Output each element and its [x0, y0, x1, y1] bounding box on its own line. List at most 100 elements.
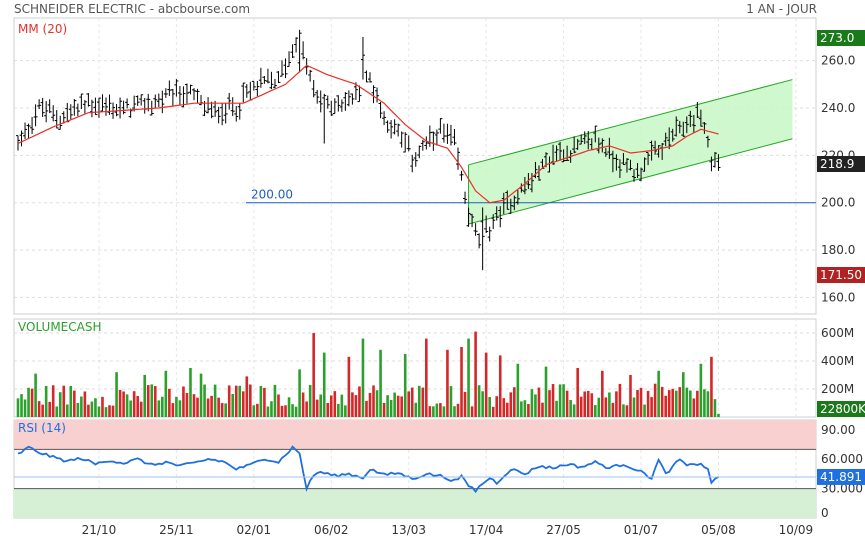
volume-bar — [347, 356, 351, 417]
price-tick-label: 200.0 — [821, 196, 855, 210]
volume-bar — [393, 392, 396, 417]
volume-bar — [206, 398, 210, 417]
volume-bar — [168, 388, 171, 417]
volume-bar — [456, 403, 460, 417]
volume-bar — [625, 405, 629, 417]
volume-bar — [544, 366, 548, 417]
volume-bar — [249, 384, 252, 417]
volume-bar — [23, 399, 27, 417]
volume-bar — [319, 394, 323, 417]
volume-bar — [16, 398, 20, 417]
support-label: 200.00 — [251, 188, 293, 202]
volume-bar — [604, 397, 608, 417]
volume-bar — [189, 368, 192, 417]
volume-bar — [513, 387, 516, 417]
last-price-badge-bg — [817, 156, 865, 172]
volume-bar — [678, 387, 682, 417]
volume-bar — [20, 394, 23, 417]
volume-bar — [541, 402, 544, 417]
volume-bar — [449, 386, 453, 417]
volume-bar — [446, 349, 449, 417]
volume-bar — [161, 396, 164, 417]
volume-bar — [527, 403, 530, 417]
volume-bar — [139, 401, 143, 417]
volume-bar — [326, 402, 330, 417]
volume-tick-label: 600M — [821, 326, 854, 340]
volume-bar — [453, 406, 456, 417]
volume-bar — [287, 397, 291, 417]
volume-bar — [111, 405, 115, 417]
volume-bar — [90, 401, 94, 417]
volume-bar — [696, 390, 699, 417]
volume-bar — [498, 355, 502, 417]
volume-bar — [273, 384, 277, 417]
volume-bar — [291, 404, 294, 417]
volume-bar — [129, 400, 132, 417]
volume-bar — [653, 383, 657, 417]
volume-bar — [583, 391, 587, 417]
volume-bar — [41, 404, 44, 417]
volume-bar — [146, 385, 150, 417]
volume-bar — [73, 390, 76, 417]
volume-bar — [305, 401, 308, 417]
volume-bar — [537, 387, 541, 417]
volume-bar — [280, 405, 284, 417]
volume-bar — [576, 368, 579, 417]
channel-lower-line — [468, 138, 793, 225]
volume-bar — [477, 385, 481, 417]
volume-bar — [502, 398, 506, 417]
volume-bar — [667, 390, 671, 417]
volume-bar — [632, 397, 636, 417]
x-tick-label: 21/10 — [82, 523, 117, 537]
volume-bar — [51, 385, 55, 417]
volume-bar — [551, 384, 555, 417]
volume-bar — [329, 395, 333, 417]
volume-bar — [516, 363, 520, 417]
volume-bar — [80, 396, 83, 417]
volume-bar — [115, 372, 118, 417]
volume-bar — [196, 397, 199, 417]
volume-bar — [270, 401, 273, 417]
volume-bar — [34, 373, 37, 417]
volume-bar — [646, 390, 650, 417]
volume-bar — [463, 391, 467, 417]
volume-bar — [710, 356, 713, 417]
volume-bar — [706, 391, 710, 417]
volume-bar — [713, 399, 717, 417]
volume-bar — [361, 338, 365, 417]
volume-bar — [674, 390, 678, 417]
volume-bar — [234, 385, 238, 417]
volume-bar — [417, 385, 421, 417]
volume-bar — [460, 347, 463, 417]
volume-bar — [622, 404, 625, 417]
volume-bar — [379, 349, 382, 417]
volume-bar — [372, 385, 375, 417]
volume-bar — [58, 392, 62, 417]
volume-bar — [505, 402, 509, 417]
volume-bar — [252, 405, 256, 417]
x-tick-label: 25/11 — [159, 523, 194, 537]
volume-bar — [389, 399, 393, 417]
volume-bar — [351, 392, 354, 417]
volume-bar — [213, 384, 217, 417]
x-tick-label: 27/05 — [546, 523, 581, 537]
volume-bar — [470, 406, 474, 417]
volume-bar — [185, 393, 189, 417]
volume-bar — [153, 386, 157, 417]
volume-bar — [565, 390, 569, 417]
volume-bar — [175, 396, 178, 417]
period-label: 1 AN - JOUR — [746, 2, 817, 16]
volume-bar — [150, 384, 154, 417]
volume-bar — [703, 389, 706, 417]
volume-bar — [569, 399, 572, 417]
volume-bar — [608, 392, 611, 417]
volume-bar — [555, 400, 558, 417]
price-low-badge-bg — [817, 267, 865, 283]
volume-bar — [410, 387, 414, 417]
volume-bar — [615, 391, 618, 417]
volume-bar — [266, 406, 270, 417]
volume-bar — [132, 391, 136, 417]
volume-bar — [298, 369, 301, 417]
moving-average-line — [17, 64, 719, 204]
volume-bar — [618, 383, 622, 417]
